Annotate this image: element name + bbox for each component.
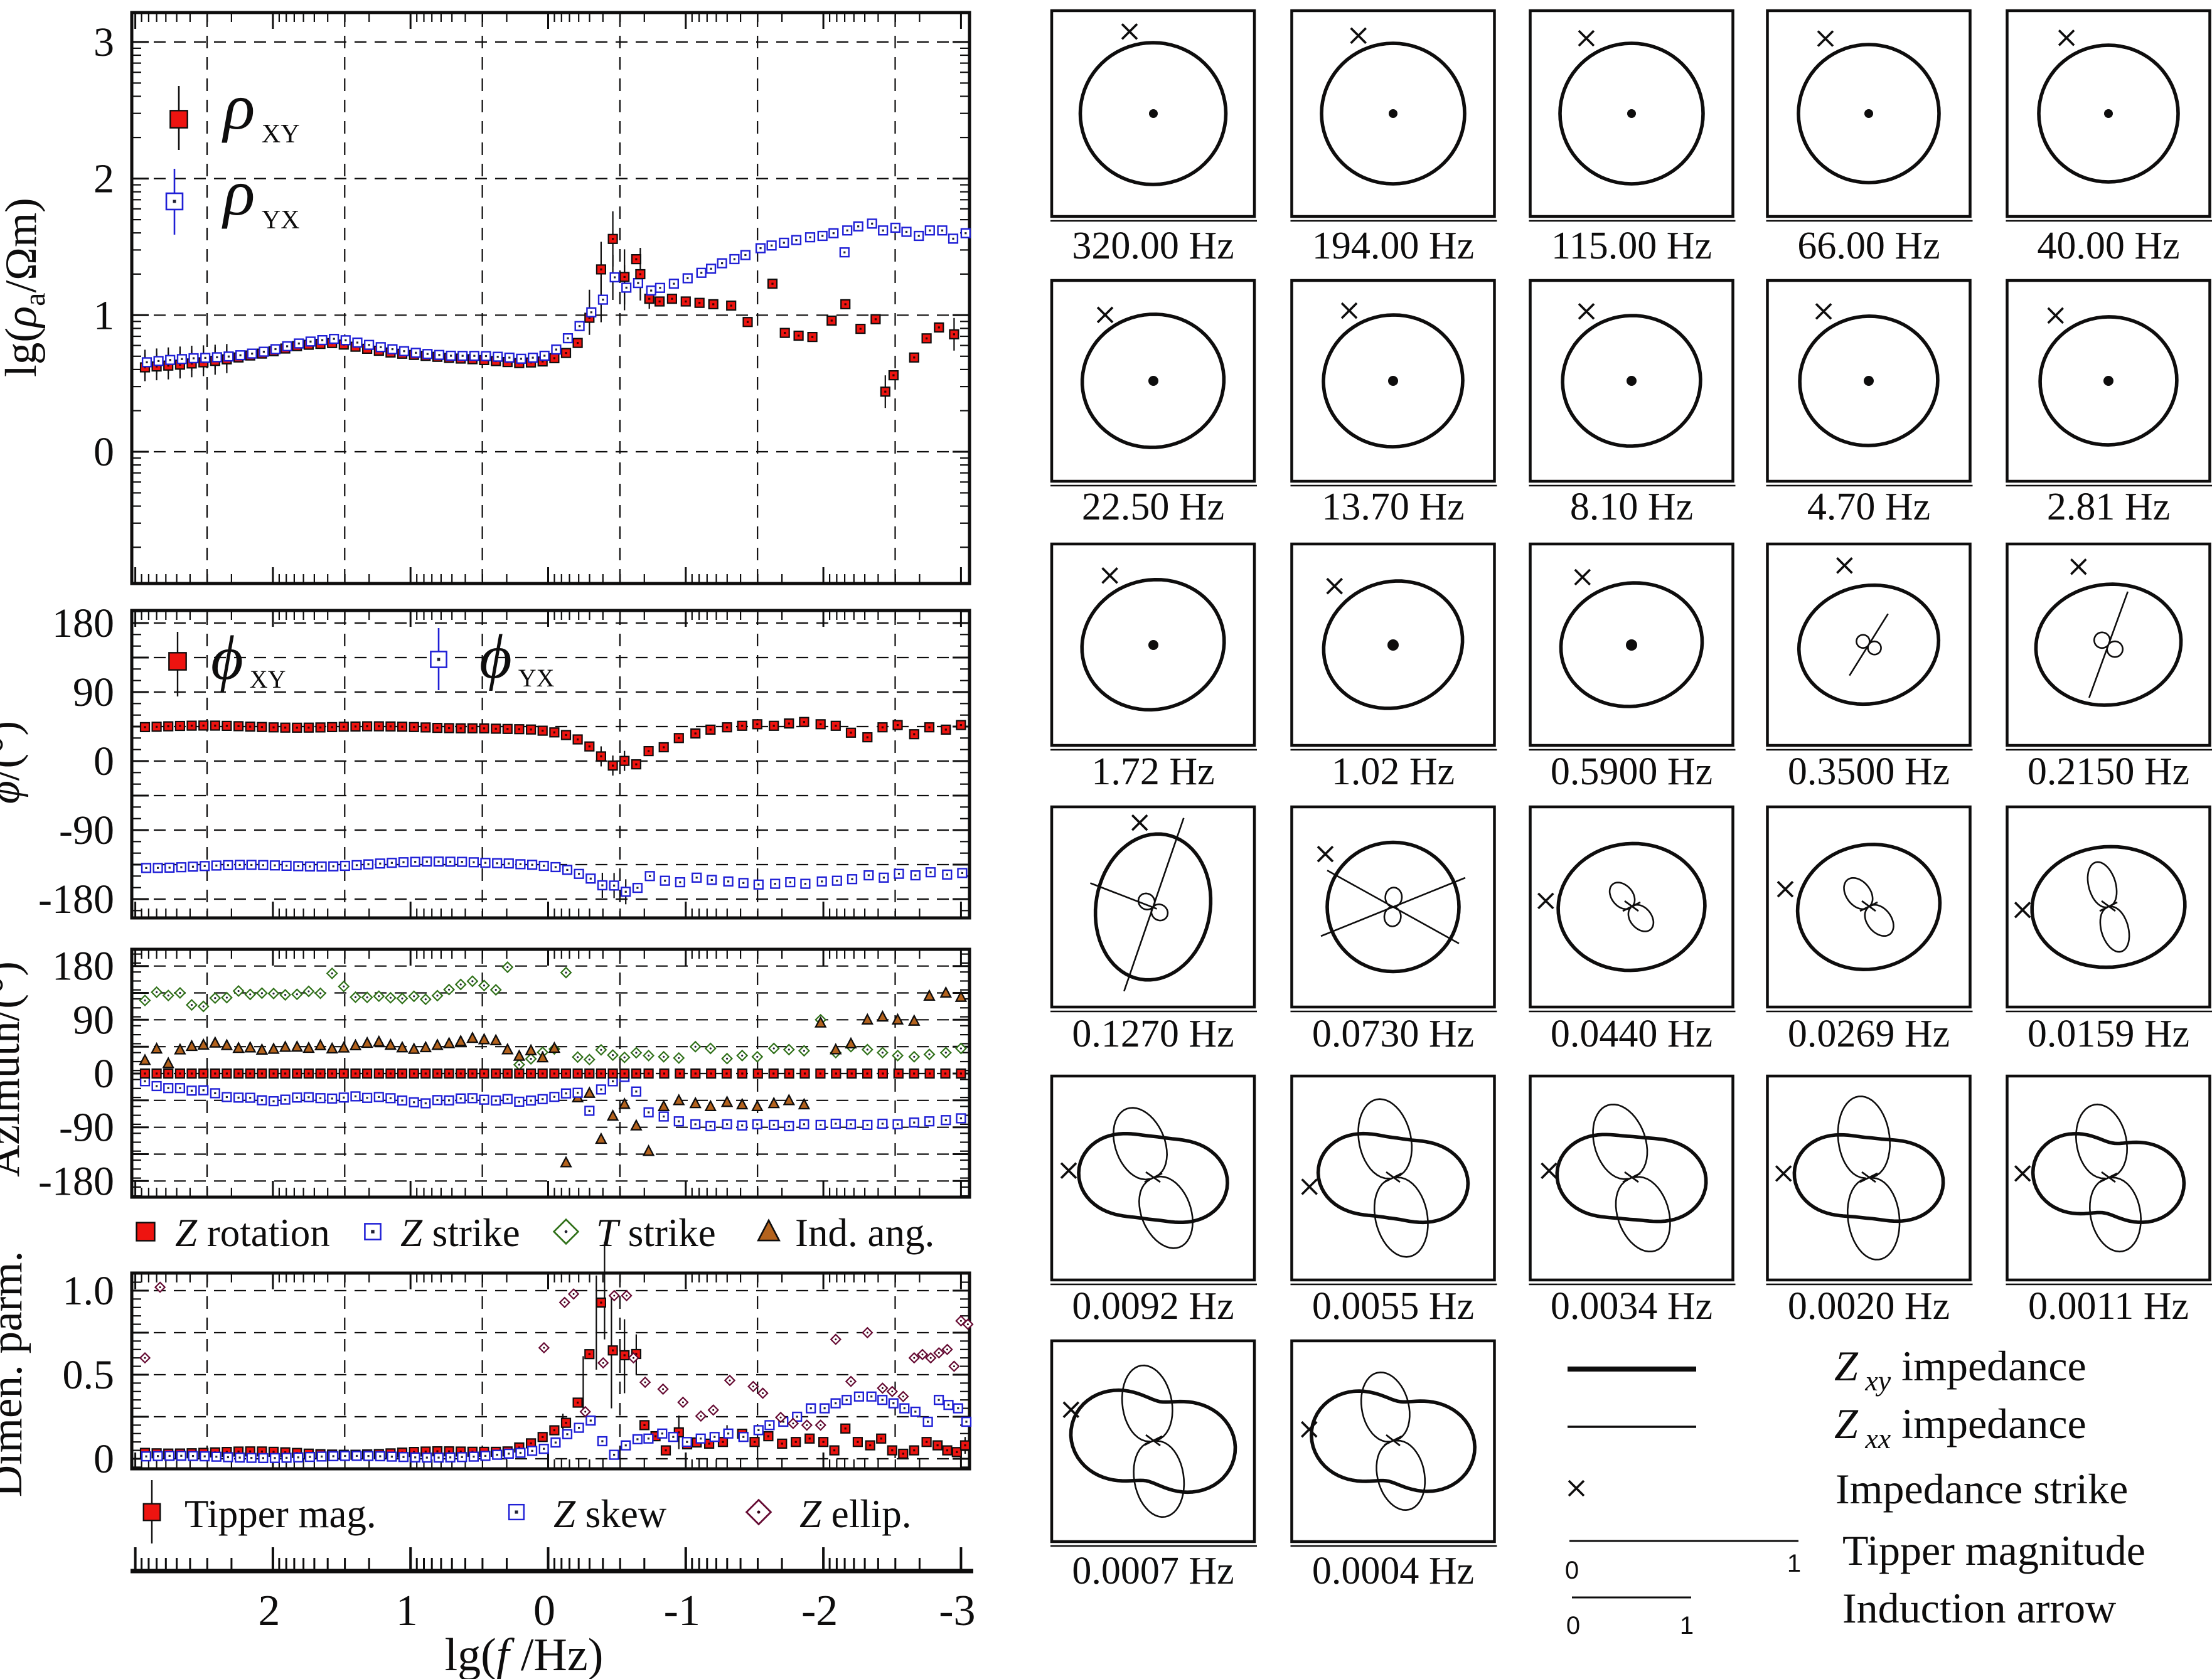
svg-text:0.0020 Hz: 0.0020 Hz bbox=[1788, 1285, 1950, 1328]
svg-text:1: 1 bbox=[94, 292, 114, 338]
svg-text:0.0159 Hz: 0.0159 Hz bbox=[2028, 1013, 2189, 1055]
svg-text:Azimuth/(°): Azimuth/(°) bbox=[0, 961, 29, 1177]
svg-text:Tipper mag.: Tipper mag. bbox=[184, 1492, 377, 1536]
svg-text:0: 0 bbox=[94, 1051, 114, 1097]
svg-text:-90: -90 bbox=[59, 1105, 114, 1151]
svg-text:180: 180 bbox=[52, 944, 114, 989]
svg-text:0: 0 bbox=[94, 1436, 114, 1482]
svg-text:0: 0 bbox=[94, 429, 114, 475]
svg-text:0.0269 Hz: 0.0269 Hz bbox=[1788, 1013, 1950, 1055]
svg-text:Impedance strike: Impedance strike bbox=[1835, 1465, 2128, 1513]
svg-text:T strike: T strike bbox=[596, 1211, 716, 1255]
svg-text:22.50 Hz: 22.50 Hz bbox=[1082, 486, 1224, 528]
svg-text:0.5900 Hz: 0.5900 Hz bbox=[1551, 750, 1712, 793]
svg-text:0.0007 Hz: 0.0007 Hz bbox=[1072, 1550, 1234, 1592]
svg-text:Z xy impedance: Z xy impedance bbox=[1834, 1342, 2086, 1397]
svg-text:lg(f /Hz): lg(f /Hz) bbox=[445, 1629, 604, 1679]
svg-text:-1: -1 bbox=[664, 1587, 700, 1635]
svg-text:ρ YX: ρ YX bbox=[222, 156, 300, 235]
svg-text:1: 1 bbox=[1787, 1550, 1801, 1577]
svg-text:0.0092 Hz: 0.0092 Hz bbox=[1072, 1285, 1234, 1328]
svg-text:0.3500 Hz: 0.3500 Hz bbox=[1788, 750, 1950, 793]
svg-text:194.00 Hz: 194.00 Hz bbox=[1312, 225, 1474, 267]
svg-text:Z ellip.: Z ellip. bbox=[799, 1492, 912, 1536]
svg-text:Dimen. parm.: Dimen. parm. bbox=[0, 1251, 31, 1497]
svg-text:-90: -90 bbox=[59, 808, 114, 853]
svg-text:0: 0 bbox=[1565, 1557, 1579, 1584]
svg-text:1.72 Hz: 1.72 Hz bbox=[1091, 750, 1214, 793]
svg-text:90: 90 bbox=[73, 997, 114, 1043]
svg-text:90: 90 bbox=[73, 669, 114, 715]
svg-text:0.5: 0.5 bbox=[63, 1352, 115, 1398]
svg-text:0.0011 Hz: 0.0011 Hz bbox=[2028, 1285, 2189, 1328]
svg-text:lg(ρa/Ωm): lg(ρa/Ωm) bbox=[0, 198, 51, 377]
svg-text:2.81 Hz: 2.81 Hz bbox=[2047, 486, 2170, 528]
svg-text:66.00 Hz: 66.00 Hz bbox=[1797, 225, 1940, 267]
svg-text:0.0730 Hz: 0.0730 Hz bbox=[1312, 1013, 1474, 1055]
svg-text:320.00 Hz: 320.00 Hz bbox=[1072, 225, 1234, 267]
svg-text:2: 2 bbox=[94, 156, 114, 202]
svg-text:-2: -2 bbox=[801, 1587, 838, 1635]
svg-text:40.00 Hz: 40.00 Hz bbox=[2037, 225, 2179, 267]
svg-text:ϕ/(°): ϕ/(°) bbox=[0, 721, 29, 804]
svg-text:0.0004 Hz: 0.0004 Hz bbox=[1312, 1550, 1474, 1592]
svg-text:0.2150 Hz: 0.2150 Hz bbox=[2028, 750, 2189, 793]
svg-text:2: 2 bbox=[258, 1587, 280, 1635]
svg-text:3: 3 bbox=[94, 19, 114, 65]
svg-text:0.0055 Hz: 0.0055 Hz bbox=[1312, 1285, 1474, 1328]
svg-text:Z strike: Z strike bbox=[400, 1211, 520, 1255]
svg-text:0: 0 bbox=[1566, 1612, 1580, 1639]
svg-text:Z xx impedance: Z xx impedance bbox=[1834, 1400, 2086, 1454]
svg-text:ϕ YX: ϕ YX bbox=[479, 622, 555, 692]
svg-text:0: 0 bbox=[94, 738, 114, 784]
svg-text:-3: -3 bbox=[939, 1587, 975, 1635]
svg-text:-180: -180 bbox=[38, 1158, 114, 1204]
svg-text:1: 1 bbox=[396, 1587, 418, 1635]
svg-text:Z rotation: Z rotation bbox=[175, 1211, 330, 1255]
svg-text:Induction arrow: Induction arrow bbox=[1842, 1584, 2116, 1632]
svg-text:115.00 Hz: 115.00 Hz bbox=[1551, 225, 1712, 267]
svg-text:-180: -180 bbox=[38, 877, 114, 922]
svg-text:1: 1 bbox=[1680, 1612, 1694, 1639]
svg-text:0.0034 Hz: 0.0034 Hz bbox=[1551, 1285, 1712, 1328]
svg-text:1.0: 1.0 bbox=[63, 1268, 115, 1314]
svg-text:8.10 Hz: 8.10 Hz bbox=[1570, 486, 1693, 528]
svg-text:180: 180 bbox=[52, 600, 114, 646]
svg-text:13.70 Hz: 13.70 Hz bbox=[1322, 486, 1464, 528]
svg-text:ρ XY: ρ XY bbox=[222, 70, 300, 149]
svg-text:0: 0 bbox=[533, 1587, 555, 1635]
svg-text:Ind. ang.: Ind. ang. bbox=[795, 1211, 934, 1255]
svg-text:Z skew: Z skew bbox=[553, 1492, 667, 1536]
svg-text:0.0440 Hz: 0.0440 Hz bbox=[1551, 1013, 1712, 1055]
svg-text:ϕ XY: ϕ XY bbox=[211, 623, 286, 693]
svg-text:1.02 Hz: 1.02 Hz bbox=[1332, 750, 1455, 793]
svg-text:0.1270 Hz: 0.1270 Hz bbox=[1072, 1013, 1234, 1055]
svg-text:4.70 Hz: 4.70 Hz bbox=[1807, 486, 1930, 528]
svg-text:Tipper magnitude: Tipper magnitude bbox=[1842, 1527, 2145, 1574]
